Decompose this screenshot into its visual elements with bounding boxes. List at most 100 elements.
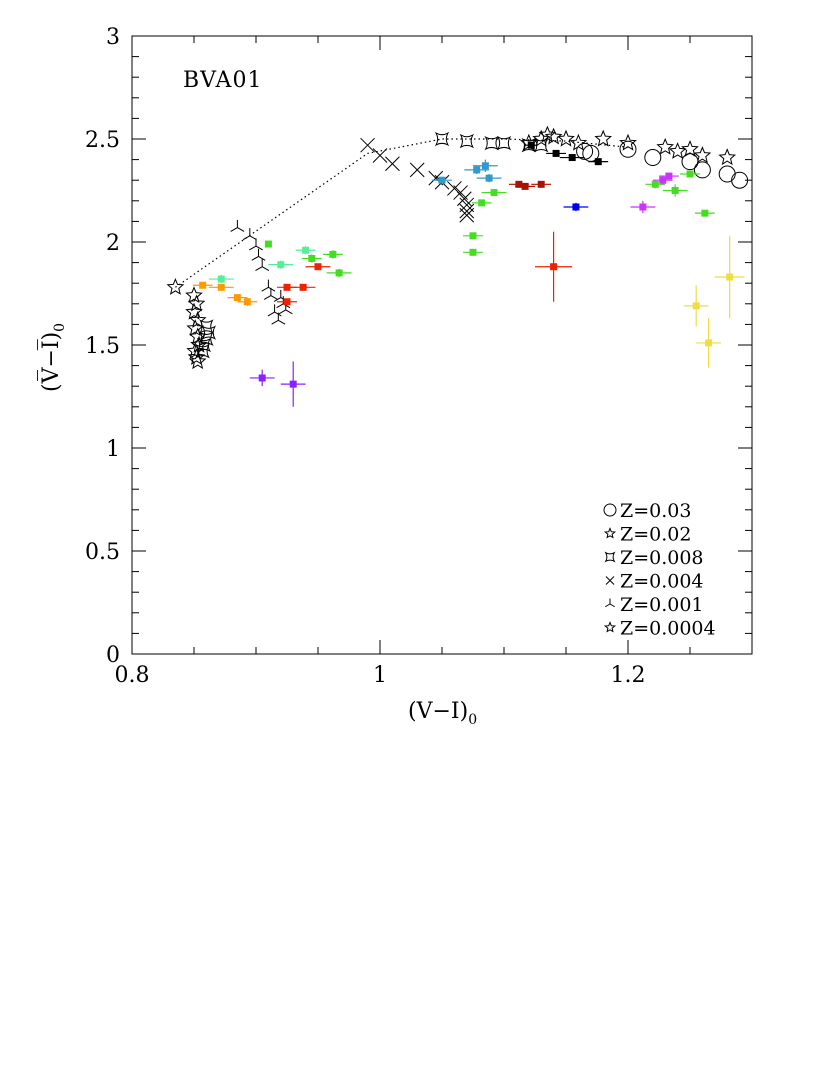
data-point — [521, 182, 529, 190]
data-point — [485, 174, 493, 182]
star-marker — [557, 129, 575, 147]
tripod-marker — [230, 219, 245, 232]
data-point — [572, 203, 580, 211]
star-marker — [594, 129, 613, 147]
data-point — [568, 154, 576, 162]
chart-title: BVA01 — [183, 68, 262, 93]
tripod-marker — [271, 312, 286, 325]
circle-marker — [576, 142, 594, 160]
model-track — [576, 140, 749, 189]
x-tick-label: 1 — [373, 663, 387, 688]
star-marker — [188, 352, 207, 370]
legend-label: Z=0.03 — [620, 500, 691, 522]
concave-square-marker — [496, 135, 512, 151]
data-point — [705, 339, 713, 347]
star-marker — [187, 294, 206, 312]
legend-label: Z=0.001 — [620, 594, 704, 616]
tripod-marker — [263, 287, 278, 300]
circle-marker — [681, 153, 699, 171]
data-point — [537, 180, 545, 188]
data-point — [299, 283, 307, 291]
tripod-marker — [249, 238, 263, 251]
data-point — [490, 189, 498, 197]
circle-marker — [603, 503, 617, 517]
concave-square-marker — [201, 325, 217, 340]
observed-group — [563, 202, 589, 212]
legend-item: Z=0.004 — [605, 571, 704, 593]
y-tick-label: 0 — [106, 643, 120, 668]
observed-group — [249, 361, 306, 407]
data-point — [552, 149, 560, 157]
tripod-marker — [251, 248, 266, 261]
data-point — [639, 203, 647, 211]
y-tick-label: 2.5 — [85, 128, 120, 153]
concave-square-marker — [199, 331, 214, 347]
model-track — [360, 137, 475, 223]
legend-item: Z=0.03 — [603, 500, 691, 522]
cross-marker — [459, 203, 475, 219]
data-point — [594, 158, 602, 166]
data-point — [726, 273, 734, 281]
data-point — [438, 176, 446, 184]
model-curve-line — [175, 138, 629, 288]
star-marker — [693, 146, 712, 164]
observed-group — [630, 172, 679, 214]
observed-group — [432, 159, 502, 184]
star-marker — [603, 527, 617, 539]
star-marker — [187, 348, 206, 365]
legend-label: Z=0.02 — [620, 524, 691, 546]
data-point — [671, 187, 679, 194]
observed-group — [525, 141, 609, 166]
circle-marker — [644, 149, 662, 167]
data-point — [515, 180, 523, 188]
tripod-marker — [242, 228, 257, 241]
star-marker — [619, 133, 637, 151]
cross-marker — [372, 148, 388, 163]
star-marker — [186, 319, 205, 337]
data-point — [258, 374, 266, 382]
data-point — [217, 275, 225, 283]
model-track — [166, 277, 208, 370]
star-marker — [544, 127, 563, 145]
data-point — [289, 380, 297, 388]
cross-marker — [456, 191, 472, 207]
data-point — [481, 162, 489, 170]
data-point — [701, 209, 709, 217]
observed-group — [277, 231, 573, 306]
y-tick-label: 2 — [106, 231, 120, 256]
concave-square-marker — [434, 131, 450, 147]
model-track — [519, 125, 737, 166]
legend-label: Z=0.0004 — [620, 618, 716, 640]
observed-points — [192, 141, 745, 407]
circle-marker — [718, 165, 736, 183]
legend-item: Z=0.001 — [604, 594, 704, 616]
data-point — [199, 281, 207, 289]
tick-labels: 0 0.5 1 1.5 2 2.5 3 0.8 1 1.2 — [85, 25, 646, 688]
data-point — [277, 261, 285, 269]
observed-group — [508, 180, 552, 190]
star-marker — [166, 277, 185, 295]
data-point — [651, 180, 659, 188]
circle-marker — [619, 140, 637, 158]
data-point — [329, 250, 337, 258]
star-marker — [681, 139, 699, 157]
data-point — [527, 141, 535, 149]
data-point — [302, 246, 310, 254]
concave-square-marker — [196, 337, 212, 353]
x-axis-label: (V−I)0 — [408, 699, 477, 728]
data-point — [335, 269, 343, 277]
tripod-marker — [255, 259, 270, 272]
tripod-marker — [261, 279, 276, 292]
concave-square-marker — [484, 135, 499, 151]
data-point — [478, 199, 486, 207]
x-tick-label: 0.8 — [115, 663, 150, 688]
data-point — [665, 172, 673, 180]
data-point — [659, 176, 667, 184]
star-marker — [603, 621, 617, 633]
y-tick-label: 0.5 — [85, 540, 120, 565]
x-tick-label: 1.2 — [611, 663, 646, 688]
model-track — [230, 219, 293, 325]
data-point — [469, 248, 477, 256]
model-track — [195, 319, 217, 359]
data-point — [550, 263, 558, 271]
